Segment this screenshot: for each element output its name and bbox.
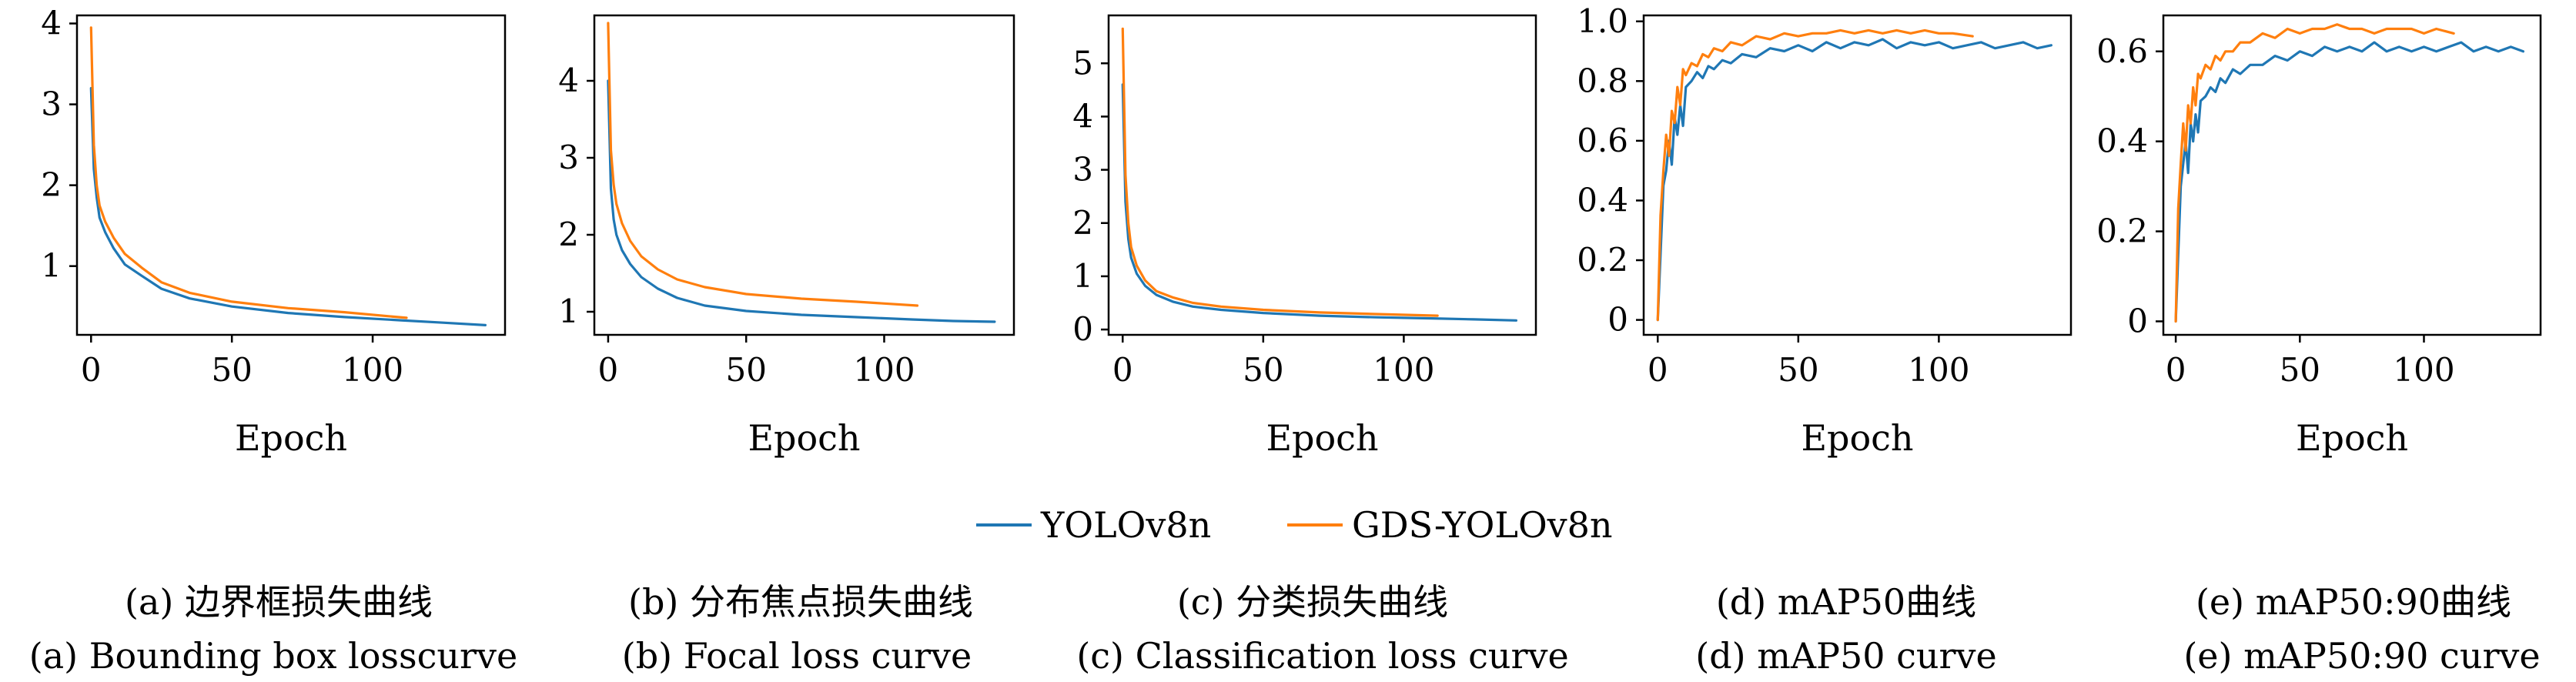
series-line-yolov8n [607,79,996,323]
series-line-yolov8n [2174,41,2524,323]
x-tick-label: 50 [2280,351,2320,389]
y-tick-label: 1 [558,293,579,330]
y-tick-label: 0.8 [1577,62,1628,99]
x-tick-label: 100 [853,351,915,389]
x-axis-label: Epoch [1801,417,1913,459]
x-tick-label: 0 [1112,351,1133,389]
plot-frame [1107,14,1537,336]
caption-d-en: (d) mAP50 curve [1695,635,1997,677]
legend: YOLOv8n GDS-YOLOv8n [976,504,1613,546]
y-tick-label: 1.0 [1577,2,1628,40]
x-tick-label: 50 [1778,351,1818,389]
x-tick-label: 100 [1373,351,1434,389]
caption-a-cn: (a) 边界框损失曲线 [125,581,433,623]
y-tick-label: 0 [1607,301,1628,339]
y-tick-label: 1 [1072,257,1093,295]
chart-panel-c: 0 50 100 0 1 2 3 4 5 Epoch [1072,14,1537,459]
x-tick-label: 0 [1648,351,1668,389]
x-tick-label: 0 [2166,351,2186,389]
y-tick-label: 2 [41,166,62,204]
chart-panel-d: 0 50 100 0 0.2 0.4 0.6 0.8 1.0 Epoch [1577,2,2073,459]
caption-c-en: (c) Classification loss curve [1076,635,1568,677]
caption-e-cn: (e) mAP50:90曲线 [2196,581,2511,623]
x-axis-label: Epoch [748,417,860,459]
x-tick-label: 50 [211,351,252,389]
caption-e-en: (e) mAP50:90 curve [2183,635,2540,677]
series-line-gds-yolov8n [89,26,408,319]
series-line-yolov8n [89,87,487,326]
y-tick-label: 3 [1072,151,1093,189]
y-tick-label: 4 [1072,97,1093,135]
x-tick-label: 100 [2393,351,2454,389]
x-tick-label: 50 [1243,351,1283,389]
plot-frame [2162,14,2542,336]
y-tick-label: 4 [41,5,62,42]
chart-panel-e: 0 50 100 0 0.2 0.4 0.6 Epoch [2096,14,2542,459]
x-axis-label: Epoch [1266,417,1378,459]
plot-frame [1642,14,2073,336]
x-axis-label: Epoch [2296,417,2408,459]
series-line-gds-yolov8n [1121,27,1439,317]
series-line-gds-yolov8n [1656,28,1974,322]
y-tick-label: 5 [1072,44,1093,82]
y-tick-label: 1 [41,247,62,285]
series-line-yolov8n [1121,83,1517,322]
series-line-gds-yolov8n [607,22,919,307]
captions: (a) 边界框损失曲线 (a) Bounding box losscurve (… [29,581,2541,677]
x-tick-label: 100 [342,351,403,389]
chart-panel-b: 0 50 100 1 2 3 4 Epoch [558,14,1015,459]
x-tick-label: 0 [598,351,619,389]
y-tick-label: 4 [558,62,579,99]
y-tick-label: 0.4 [1577,181,1628,219]
x-axis-label: Epoch [235,417,347,459]
legend-label-gds-yolov8n: GDS-YOLOv8n [1352,504,1613,546]
y-tick-label: 3 [558,139,579,176]
caption-d-cn: (d) mAP50曲线 [1716,581,1976,623]
y-tick-label: 0.6 [1577,122,1628,159]
y-tick-label: 0.6 [2096,32,2148,70]
y-tick-label: 3 [41,85,62,123]
y-tick-label: 0 [1072,310,1093,348]
y-tick-label: 0.2 [1577,241,1628,279]
caption-b-en: (b) Focal loss curve [622,635,972,677]
caption-c-cn: (c) 分类损失曲线 [1177,581,1448,623]
chart-panel-a: 0 50 100 1 2 3 4 Epoch [41,5,507,459]
legend-label-yolov8n: YOLOv8n [1040,504,1211,546]
x-tick-label: 0 [81,351,102,389]
y-tick-label: 0.2 [2096,212,2148,250]
plot-frame [75,14,507,336]
series-line-gds-yolov8n [2174,23,2455,323]
y-tick-label: 2 [558,216,579,253]
x-tick-label: 50 [725,351,766,389]
y-tick-label: 2 [1072,204,1093,242]
caption-b-cn: (b) 分布焦点损失曲线 [628,581,973,623]
x-tick-label: 100 [1908,351,1969,389]
y-tick-label: 0 [2127,302,2148,339]
series-line-yolov8n [1656,38,2052,322]
y-tick-label: 0.4 [2096,122,2148,160]
plot-frame [593,14,1015,336]
caption-a-en: (a) Bounding box losscurve [29,635,517,677]
